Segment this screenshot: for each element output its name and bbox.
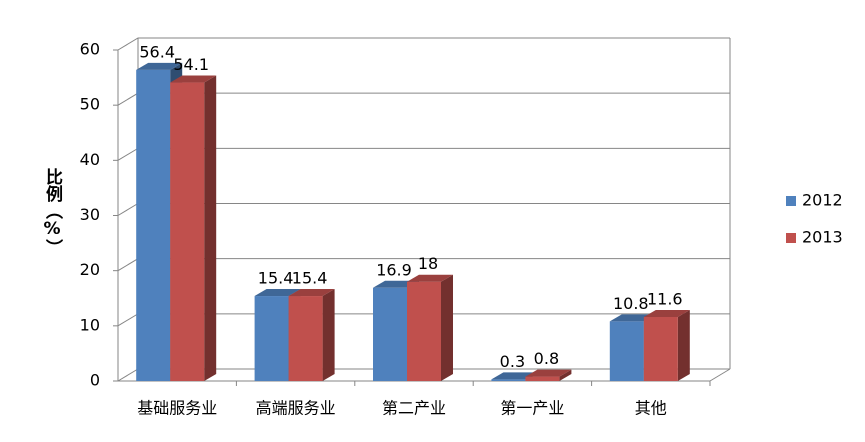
y-tick-label: 50 bbox=[80, 95, 100, 114]
bar bbox=[643, 310, 690, 381]
bar-front bbox=[491, 379, 526, 381]
y-tick-label: 30 bbox=[80, 205, 100, 224]
value-label: 15.4 bbox=[292, 269, 328, 288]
x-tick-label: 第一产业 bbox=[500, 399, 564, 418]
bar-side bbox=[677, 310, 690, 381]
bar-top bbox=[170, 75, 217, 83]
y-tick-label: 40 bbox=[80, 150, 100, 169]
value-label: 0.8 bbox=[534, 349, 559, 368]
value-label: 15.4 bbox=[258, 269, 294, 288]
x-tick-label: 第二产业 bbox=[382, 399, 446, 418]
bar-front bbox=[254, 296, 289, 381]
y-tick-label: 0 bbox=[90, 371, 100, 390]
bar bbox=[288, 289, 335, 381]
x-tick-label: 高端服务业 bbox=[256, 399, 336, 418]
legend-label: 2013 bbox=[802, 228, 843, 247]
bar-top bbox=[288, 289, 335, 297]
y-tick-label: 60 bbox=[80, 40, 100, 59]
legend-label: 2012 bbox=[802, 191, 843, 210]
bar-front bbox=[525, 376, 560, 381]
bar-side bbox=[204, 75, 217, 381]
bar bbox=[407, 274, 453, 381]
legend-swatch bbox=[786, 196, 796, 206]
bar-top bbox=[525, 369, 572, 377]
y-axis-label: 比例（%） bbox=[42, 167, 63, 256]
bar-top bbox=[643, 310, 690, 318]
bar-top bbox=[136, 62, 183, 70]
value-label: 0.3 bbox=[500, 352, 525, 371]
value-label: 56.4 bbox=[139, 42, 175, 61]
value-label: 16.9 bbox=[376, 260, 412, 279]
bar-front bbox=[288, 296, 323, 381]
value-label: 18 bbox=[418, 254, 438, 273]
y-tick-label: 20 bbox=[80, 260, 100, 279]
bar-front bbox=[609, 321, 644, 381]
bar-top bbox=[407, 274, 453, 282]
x-tick-label: 基础服务业 bbox=[137, 399, 217, 418]
bar bbox=[525, 369, 572, 381]
axis-line bbox=[709, 368, 731, 382]
bar-side bbox=[559, 369, 572, 381]
bar-front bbox=[136, 69, 171, 382]
value-label: 11.6 bbox=[647, 290, 683, 309]
bar-side bbox=[441, 274, 453, 381]
x-tick-label: 其他 bbox=[635, 399, 667, 418]
y-tick-label: 10 bbox=[80, 315, 100, 334]
bar-front bbox=[170, 82, 205, 381]
grid-line bbox=[117, 37, 730, 51]
legend-swatch bbox=[786, 233, 796, 243]
bar-front bbox=[373, 287, 407, 381]
bar-front bbox=[407, 281, 441, 381]
bar-side bbox=[322, 289, 335, 381]
bar-top bbox=[254, 289, 301, 297]
bar bbox=[170, 75, 217, 381]
bar-front bbox=[643, 317, 678, 381]
value-label: 54.1 bbox=[173, 55, 209, 74]
value-label: 10.8 bbox=[613, 294, 649, 313]
